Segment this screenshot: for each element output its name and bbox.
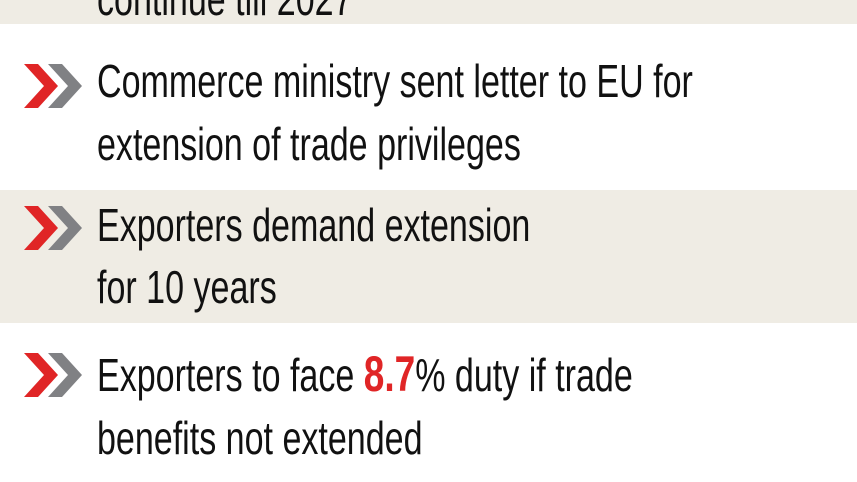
item-band-2: Exporters demand extension for 10 years xyxy=(0,190,857,323)
item-text-line: continue till 2027 xyxy=(97,0,352,22)
duty-highlight: 8.7 xyxy=(363,346,416,402)
item-text-line: extension of trade privileges xyxy=(97,118,521,170)
double-chevron-right-icon xyxy=(24,64,82,108)
item-text-line: benefits not extended xyxy=(97,412,423,464)
double-chevron-right-icon xyxy=(24,206,82,250)
item-band-1: Commerce ministry sent letter to EU for … xyxy=(0,24,857,190)
text-prefix: Exporters to face xyxy=(97,349,364,401)
item-band-top: continue till 2027 xyxy=(0,0,857,24)
item-text-line: Exporters demand extension xyxy=(97,199,531,251)
item-text-line: Commerce ministry sent letter to EU for xyxy=(97,55,693,107)
item-text-line: Exporters to face 8.7% duty if trade xyxy=(97,349,633,399)
item-text-line: for 10 years xyxy=(97,261,277,313)
item-band-3: Exporters to face 8.7% duty if trade ben… xyxy=(0,323,857,482)
text-suffix: % duty if trade xyxy=(415,349,633,401)
double-chevron-right-icon xyxy=(24,353,82,397)
